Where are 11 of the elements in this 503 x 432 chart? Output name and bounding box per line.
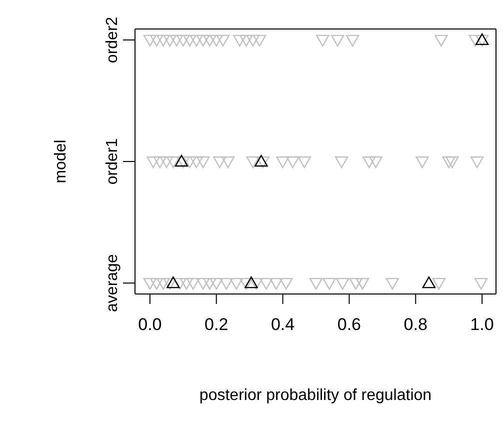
x-tick-label: 0.8 — [404, 315, 428, 334]
x-tick-label: 1.0 — [470, 315, 494, 334]
x-axis-title: posterior probability of regulation — [199, 387, 432, 404]
y-tick-label: average — [104, 254, 121, 312]
y-tick-label: order1 — [104, 138, 121, 185]
x-tick-label: 0.6 — [337, 315, 362, 334]
x-tick-label: 0.2 — [204, 315, 228, 334]
x-tick-label: 0.4 — [270, 315, 295, 334]
y-tick-label: order2 — [104, 16, 121, 64]
x-tick-label: 0.0 — [138, 315, 162, 334]
y-axis-title: model — [52, 140, 70, 184]
